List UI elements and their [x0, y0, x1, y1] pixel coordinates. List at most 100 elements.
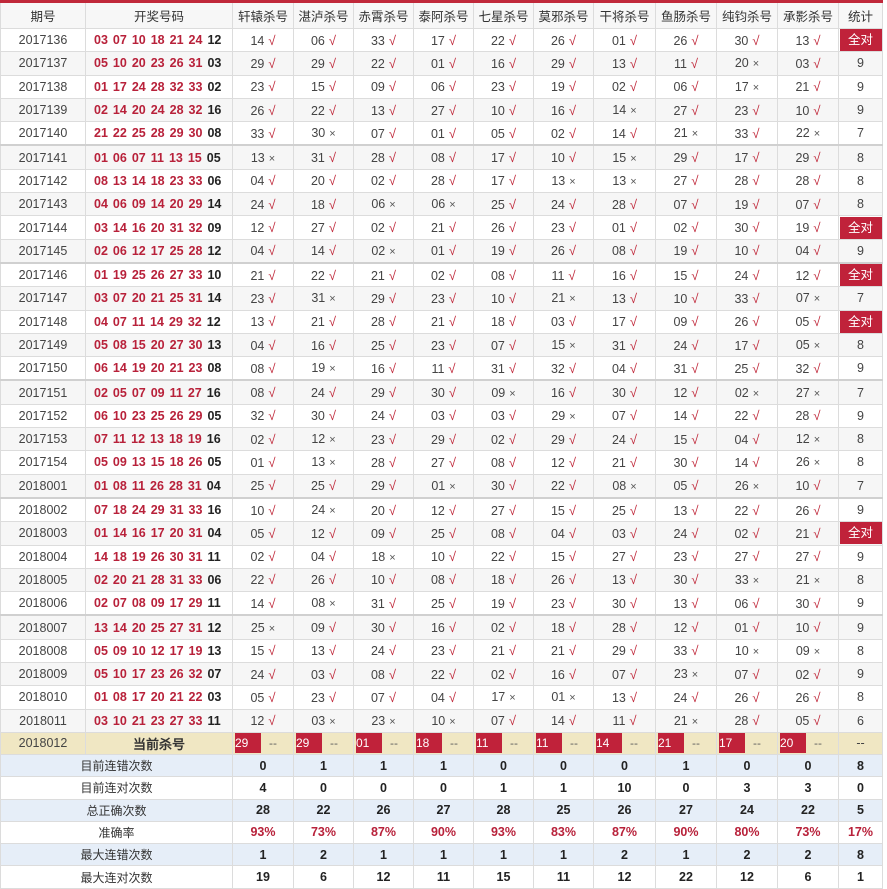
red-ball: 33	[188, 79, 203, 94]
red-ball: 14	[112, 220, 127, 235]
kill-cell: 21 √	[473, 638, 534, 664]
stat-value: 8	[838, 753, 883, 778]
check-icon: √	[508, 502, 517, 518]
stat-value: 80%	[716, 820, 778, 845]
kill-correct: 12 √	[430, 502, 457, 518]
check-icon: √	[752, 454, 760, 470]
kill-cell: 02 √	[413, 261, 474, 288]
blue-ball: 14	[207, 291, 222, 306]
red-ball: 17	[169, 643, 184, 658]
kill-cell: 02 √	[593, 74, 656, 99]
cross-icon: ×	[691, 669, 699, 682]
kill-cell: 26 ×	[777, 450, 839, 475]
draw-numbers: 05 10 17 23 26 32 07	[85, 662, 233, 687]
kill-correct: 23 √	[310, 689, 337, 705]
kill-correct: 20 √	[310, 173, 337, 189]
red-ball: 13	[94, 620, 108, 635]
red-ball: 11	[150, 150, 164, 165]
kill-correct: 23 √	[250, 79, 276, 95]
kill-correct: 26 √	[795, 502, 821, 518]
kill-correct: 13 √	[611, 689, 638, 705]
red-ball: 09	[112, 455, 127, 470]
kill-cell: 29 √	[353, 473, 414, 499]
kill-correct: 25 √	[430, 595, 457, 611]
red-ball: 26	[169, 667, 184, 682]
kill-correct: 08 √	[370, 666, 397, 682]
kill-correct: 21 √	[795, 525, 821, 541]
kill-correct: 02 √	[611, 79, 638, 95]
kill-wrong: 22 ×	[795, 126, 821, 141]
kill-wrong: 06 ×	[371, 197, 396, 212]
kill-wrong: 24 ×	[311, 503, 336, 518]
check-icon: √	[268, 454, 276, 470]
kill-correct: 25 √	[310, 478, 337, 494]
kill-correct: 19 √	[795, 220, 821, 236]
cross-icon: ×	[630, 105, 637, 118]
kill-correct: 18 √	[310, 196, 337, 212]
blue-ball: 09	[207, 220, 222, 235]
kill-cell: 10 √	[655, 286, 717, 311]
red-ball: 05	[112, 385, 127, 400]
kill-correct: 23 √	[673, 549, 699, 565]
check-icon: √	[328, 196, 337, 212]
kill-cell: 14 √	[655, 403, 717, 429]
kill-cell: 02 √	[353, 168, 414, 194]
current-kill-cell: 20 --	[777, 731, 839, 755]
header-row: 期号 开奖号码 轩辕杀号 湛泸杀号 赤霄杀号 泰阿杀号 七星杀号 莫邪杀号 干将杀号 鱼肠杀号 纯钧…	[0, 1, 883, 29]
kill-correct: 01 √	[430, 243, 457, 259]
kill-correct: 14 √	[611, 125, 638, 141]
kill-cell: 20 ×	[716, 51, 778, 76]
stat-label: 目前连错次数	[0, 753, 233, 778]
cross-icon: ×	[630, 152, 637, 165]
kill-correct: 23 √	[490, 79, 517, 95]
current-period: 2018012	[0, 731, 86, 755]
red-ball: 29	[188, 596, 203, 611]
kill-cell: 26 √	[716, 685, 778, 710]
red-ball: 01	[94, 150, 108, 165]
kill-correct: 06 √	[734, 595, 760, 611]
column-header: 统计	[838, 1, 883, 29]
kill-correct: 05 √	[250, 689, 276, 705]
red-ball: 18	[150, 33, 165, 48]
table-row: 2017143 04 06 09 14 20 29 14 24 √ 18 √ 06 × 06 × 25 √ 24 √ 2…	[0, 192, 883, 217]
red-ball: 23	[150, 713, 165, 728]
kill-cell: 02 √	[473, 427, 534, 452]
check-icon: √	[508, 32, 517, 48]
correct-count: 9	[857, 56, 864, 71]
check-icon: √	[508, 408, 517, 424]
red-ball: 05	[94, 338, 108, 352]
correct-count: 8	[857, 690, 864, 705]
kill-wrong: 13 ×	[250, 150, 276, 165]
kill-correct: 22 √	[310, 267, 337, 283]
check-icon: √	[813, 549, 821, 565]
check-icon: √	[813, 55, 821, 71]
period-cell: 2017154	[0, 450, 86, 475]
kill-cell: 31 √	[593, 332, 656, 358]
stat-row: 总正确次数 28 22 26 27 28 25 26 27 24 22 5	[0, 798, 883, 822]
kill-cell: 26 √	[716, 309, 778, 334]
kill-correct: 30 √	[430, 385, 457, 401]
kill-cell: 04 √	[593, 356, 656, 381]
kill-wrong: 15 ×	[551, 338, 576, 352]
draw-numbers: 06 14 19 20 21 23 08	[85, 356, 233, 381]
check-icon: √	[448, 220, 457, 236]
kill-correct: 28 √	[370, 150, 397, 166]
red-ball: 13	[131, 455, 146, 470]
kill-wrong: 21 ×	[551, 291, 576, 306]
kill-cell: 07 √	[716, 662, 778, 687]
check-icon: √	[568, 620, 577, 636]
kill-cell: 29 √	[533, 51, 594, 76]
table-row: 2017145 02 06 12 17 25 28 12 04 √ 14 √ 02 × 01 √ 19 √ 26 √ 0…	[0, 238, 883, 264]
period-cell: 2018001	[0, 473, 86, 499]
kill-correct: 07 √	[673, 196, 699, 212]
check-icon: √	[508, 478, 517, 494]
red-ball: 17	[131, 667, 146, 682]
kill-cell: 15 √	[293, 74, 354, 99]
kill-correct: 33 √	[734, 125, 760, 141]
kill-cell: 02 √	[232, 544, 294, 569]
check-icon: √	[752, 220, 760, 236]
check-icon: √	[268, 196, 276, 212]
kill-cell: 13 √	[593, 51, 656, 76]
correct-count: 8	[857, 432, 864, 447]
all-correct-badge: 全对	[839, 216, 882, 239]
